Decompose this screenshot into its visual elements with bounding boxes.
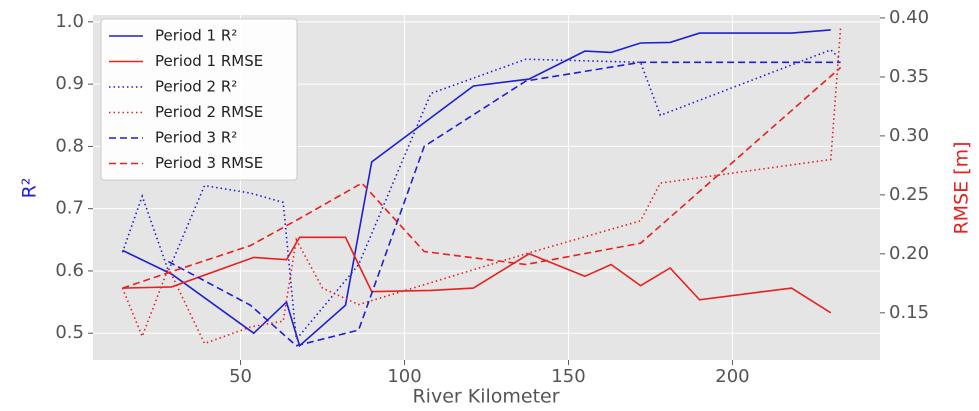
y-axis-label: R² [19,178,41,199]
x-tick-label: 150 [551,366,585,387]
y2-axis-label: RMSE [m] [951,141,973,234]
series-line [122,66,842,289]
legend-label: Period 1 RMSE [155,52,263,70]
x-axis-label: River Kilometer [412,386,559,408]
series-line [122,236,832,314]
y-tick-label: 0.7 [55,198,84,219]
y2-tick-label: 0.35 [889,66,929,87]
x-tick-label: 100 [387,366,421,387]
y-tick-label: 0.8 [55,135,84,156]
y2-tick-label: 0.15 [889,302,929,323]
x-tick-label: 200 [715,366,749,387]
legend-label: Period 2 R² [155,78,237,96]
series-line [121,48,842,342]
x-tick-label: 50 [229,366,252,387]
y-tick-label: 0.5 [55,322,84,343]
y-tick-label: 0.6 [55,260,84,281]
legend-label: Period 2 RMSE [155,103,263,121]
y2-tick-label: 0.30 [889,125,929,146]
y-tick-label: 0.9 [55,73,84,94]
series-line [122,29,831,348]
y2-tick-label: 0.25 [889,184,929,205]
legend-box [100,18,298,181]
y2-tick-label: 0.20 [889,243,929,264]
y2-tick-label: 0.40 [889,7,929,28]
legend-label: Period 1 R² [155,27,237,45]
legend-label: Period 3 R² [155,129,237,147]
legend-label: Period 3 RMSE [155,154,263,172]
series-line [121,27,842,345]
series-line [168,61,841,347]
y-tick-label: 1.0 [55,11,84,32]
